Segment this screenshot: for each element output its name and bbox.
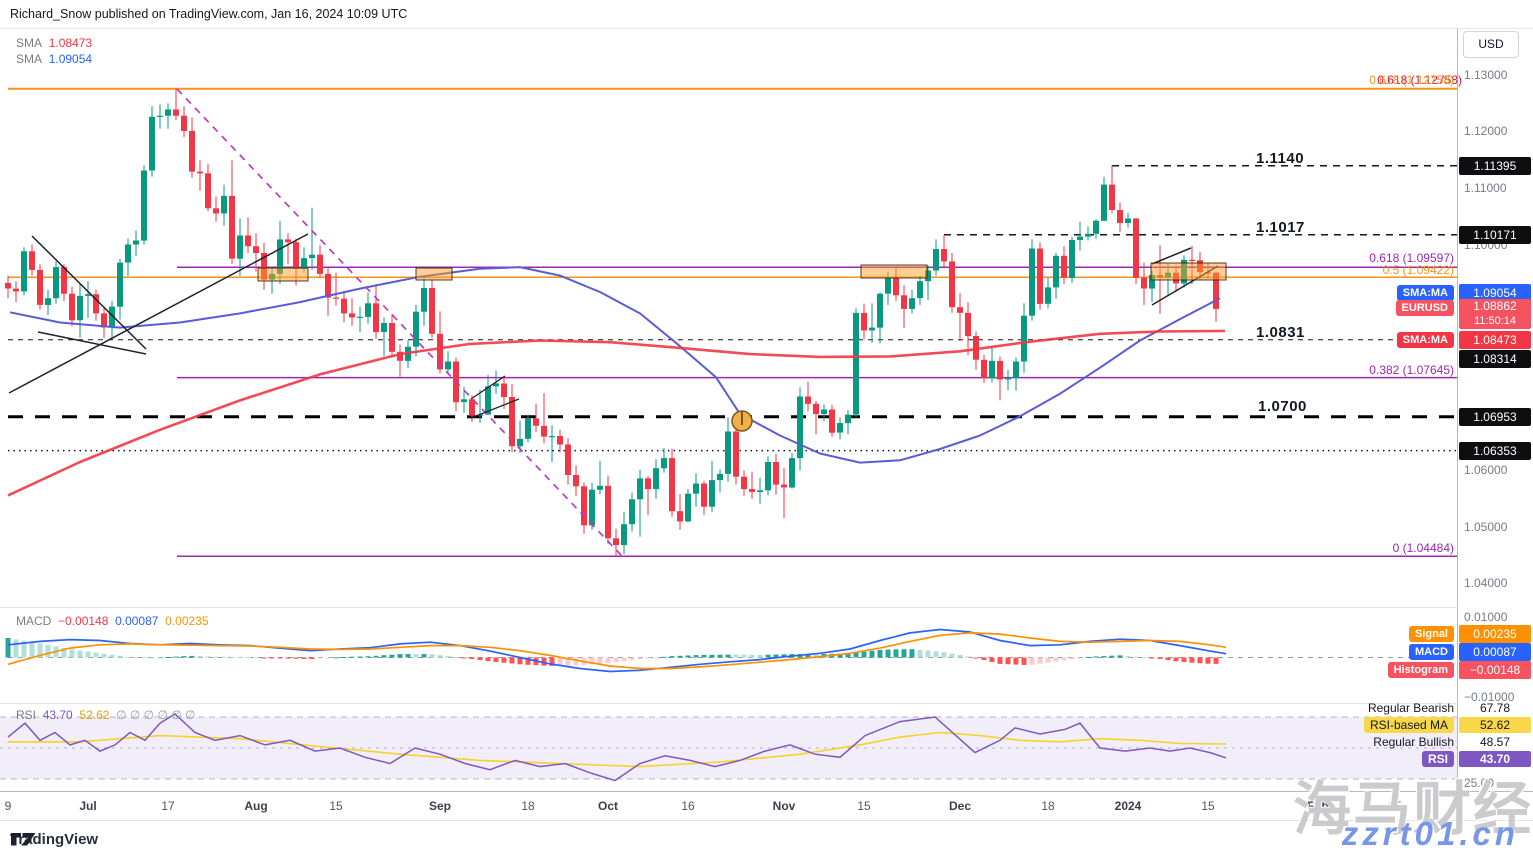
publish-header: Richard_Snow published on TradingView.co…: [0, 0, 1533, 29]
pane-divider-rsi[interactable]: [0, 703, 1458, 704]
circle-marker: [731, 410, 753, 432]
time-axis-tick[interactable]: Dec: [948, 799, 971, 813]
time-axis-tick[interactable]: 15: [857, 799, 871, 813]
time-axis-tick[interactable]: 15: [1201, 799, 1215, 813]
time-axis-tick[interactable]: 17: [161, 799, 175, 813]
rsi-ma-line: [8, 731, 1227, 768]
time-axis-tick[interactable]: 16: [681, 799, 695, 813]
time-axis-tick[interactable]: Jul: [79, 799, 97, 813]
macd-line-value: 0.00087: [115, 614, 159, 628]
time-axis-tick[interactable]: Aug: [244, 799, 268, 813]
time-axis-tick[interactable]: 2024: [1114, 799, 1142, 813]
candles-layer: [5, 88, 1219, 557]
sma2-label: SMA: [16, 52, 43, 66]
time-axis-tick[interactable]: Oct: [597, 799, 618, 813]
rsi-legend-row[interactable]: RSI 43.70 52.62 ∅ ∅ ∅ ∅ ∅ ∅: [16, 708, 195, 722]
time-axis-tick[interactable]: Nov: [772, 799, 796, 813]
pane-divider-macd[interactable]: [0, 607, 1458, 608]
macd-signal-value: 0.00235: [165, 614, 209, 628]
sma1-value: 1.08473: [48, 36, 93, 50]
sma-legend-row-1[interactable]: SMA 1.08473: [16, 36, 92, 50]
macd-label: MACD: [16, 614, 52, 628]
macd-signal-line: [7, 632, 1227, 670]
rsi-lines: [7, 712, 1227, 782]
watermark-url: zzrt01.cn: [1341, 815, 1519, 852]
sma1-label: SMA: [16, 36, 43, 50]
time-axis-tick[interactable]: 15: [329, 799, 343, 813]
rsi-pane: [0, 716, 1457, 780]
time-axis-tick[interactable]: 9: [4, 799, 12, 813]
price-level-lines: [8, 87, 1457, 557]
tradingview-logo[interactable]: TradingView: [10, 831, 98, 848]
trendlines-layer: [8, 88, 1219, 557]
sma-legend-row-2[interactable]: SMA 1.09054: [16, 52, 92, 66]
sma-fast-line: [9, 266, 1221, 464]
time-axis-tick[interactable]: 15: [1388, 799, 1402, 813]
time-axis-tick[interactable]: 18: [521, 799, 535, 813]
macd-line: [7, 628, 1227, 673]
macd-pane: [5, 628, 1440, 673]
macd-hist-value: −0.00148: [58, 614, 109, 628]
rsi-ma-value: 52.62: [79, 708, 110, 722]
tradingview-logo-icon: [11, 833, 36, 846]
time-axis-tick[interactable]: Sep: [428, 799, 451, 813]
time-axis-tick[interactable]: Feb: [1307, 799, 1329, 813]
watermark-text: 海马财经: [1292, 777, 1533, 842]
footer-border: [0, 820, 1533, 821]
sma2-value: 1.09054: [48, 52, 93, 66]
currency-button[interactable]: USD: [1463, 31, 1519, 58]
sma-slow-line: [7, 329, 1226, 497]
macd-legend-row[interactable]: MACD −0.00148 0.00087 0.00235: [16, 614, 209, 628]
rsi-label: RSI: [16, 708, 37, 722]
supply-zone-boxes: [257, 262, 1227, 282]
price-axis-border: [1457, 28, 1458, 820]
time-axis-tick[interactable]: 18: [1041, 799, 1055, 813]
time-axis-border: [0, 791, 1533, 792]
publish-title: Richard_Snow published on TradingView.co…: [10, 7, 408, 21]
rsi-line: [7, 712, 1227, 782]
rsi-divergence-icons: ∅ ∅ ∅ ∅ ∅ ∅: [116, 708, 196, 722]
rsi-value: 43.70: [42, 708, 73, 722]
